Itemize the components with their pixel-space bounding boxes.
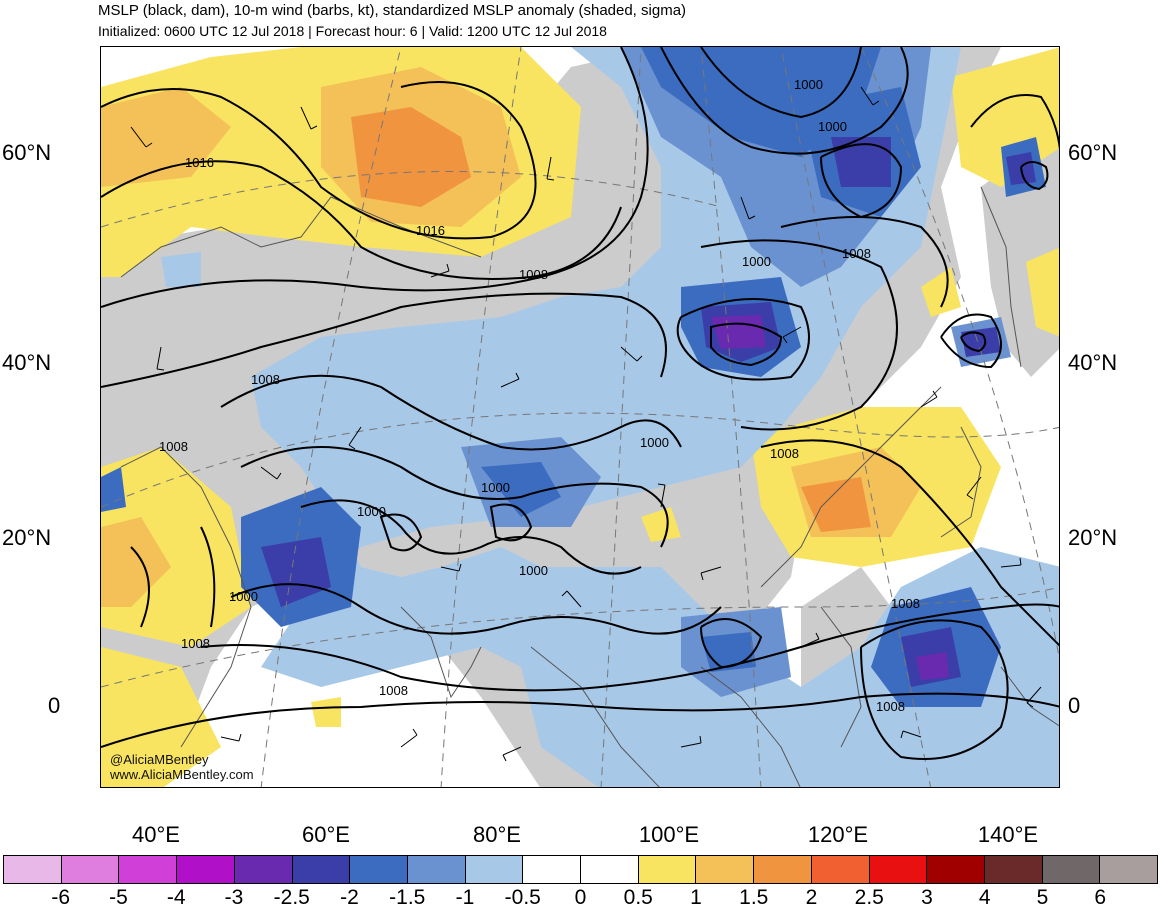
colorbar-label: -1 — [455, 886, 475, 909]
colorbar-label: 2.5 — [854, 886, 884, 909]
contour-label: 1000 — [742, 254, 771, 269]
lon-label-120e: 120°E — [807, 822, 869, 847]
wind-barbs — [130, 86, 1042, 762]
colorbar-labels: -6 -5 -4 -3 -2.5 -2 -1.5 -1 -0.5 0 0.5 1 1.5 2 2.5 3 4 5 6 — [3, 886, 1158, 912]
colorbar-label: -3 — [224, 886, 244, 909]
colorbar-segment — [177, 856, 235, 883]
contour-label: 1008 — [842, 246, 871, 261]
lat-label-right-0: 0 — [1068, 693, 1081, 718]
lat-label-left-40: 40°N — [2, 350, 52, 375]
colorbar-segment — [465, 856, 524, 883]
colorbar-segment — [927, 856, 985, 883]
lat-label-left-20: 20°N — [2, 525, 52, 550]
lon-label-140e: 140°E — [977, 822, 1039, 847]
colorbar-segment — [638, 856, 697, 883]
chart-title: MSLP (black, dam), 10-m wind (barbs, kt)… — [98, 2, 687, 19]
contour-label: 1008 — [876, 699, 905, 714]
colorbar-label: 4 — [978, 886, 991, 909]
colorbar-label: -2.5 — [273, 886, 310, 909]
contour-label: 1000 — [818, 119, 847, 134]
contour-label: 1016 — [416, 223, 445, 238]
colorbar-label: -1.5 — [389, 886, 426, 909]
colorbar-segment — [696, 856, 755, 883]
colorbar-segment — [581, 856, 639, 883]
colorbar-segment — [292, 856, 351, 883]
colorbar-label: 0.5 — [623, 886, 653, 909]
colorbar-label: 2 — [805, 886, 818, 909]
mslp-contours — [101, 47, 1059, 760]
weather-map: 1016 1016 1008 1000 1000 1008 1008 1008 … — [100, 46, 1060, 788]
colorbar-label: -6 — [51, 886, 71, 909]
contour-label: 1008 — [251, 372, 280, 387]
colorbar-label: 0 — [574, 886, 587, 909]
colorbar-segment — [119, 856, 178, 883]
colorbar-segment — [350, 856, 408, 883]
colorbar — [3, 855, 1158, 884]
colorbar-segment — [61, 856, 120, 883]
colorbar-segment — [4, 856, 62, 883]
contour-label: 1000 — [519, 563, 548, 578]
graticule — [101, 47, 1059, 787]
lon-label-40e: 40°E — [132, 822, 180, 847]
colorbar-label: -5 — [109, 886, 128, 909]
colorbar-label: 1 — [690, 886, 702, 909]
lon-label-60e: 60°E — [302, 822, 350, 847]
colorbar-label: -2 — [340, 886, 359, 909]
contour-label: 1000 — [229, 589, 258, 604]
negative-anomaly-shading — [101, 47, 1059, 787]
colorbar-segment — [407, 856, 466, 883]
lon-label-80e: 80°E — [473, 822, 521, 847]
contour-labels: 1016 1016 1008 1000 1000 1008 1008 1008 … — [159, 77, 920, 714]
colorbar-segment — [1100, 856, 1158, 883]
colorbar-segment — [234, 856, 293, 883]
lat-label-right-20: 20°N — [1068, 525, 1118, 550]
credit-handle: @AliciaMBentley — [110, 752, 209, 767]
colorbar-segment — [811, 856, 870, 883]
lat-label-right-40: 40°N — [1068, 350, 1118, 375]
map-canvas: 1016 1016 1008 1000 1000 1008 1008 1008 … — [101, 47, 1059, 787]
contour-label: 1000 — [640, 435, 669, 450]
colorbar-segment — [754, 856, 812, 883]
contour-label: 1008 — [181, 636, 210, 651]
credit-website: www.AliciaMBentley.com — [110, 767, 254, 782]
colorbar-label: -0.5 — [504, 886, 541, 909]
contour-label: 1008 — [159, 439, 188, 454]
contour-label: 1000 — [357, 504, 386, 519]
contour-label: 1000 — [481, 480, 510, 495]
lon-label-100e: 100°E — [638, 822, 700, 847]
colorbar-label: 1.5 — [739, 886, 769, 909]
contour-label: 1000 — [794, 77, 823, 92]
colorbar-segment — [523, 856, 582, 883]
chart-subtitle: Initialized: 0600 UTC 12 Jul 2018 | Fore… — [98, 23, 607, 39]
colorbar-segment — [1042, 856, 1101, 883]
contour-label: 1008 — [891, 596, 920, 611]
contour-label: 1008 — [379, 683, 408, 698]
colorbar-segment — [869, 856, 928, 883]
contour-label: 1008 — [770, 446, 799, 461]
contour-label: 1008 — [519, 267, 548, 282]
colorbar-label: 5 — [1036, 886, 1049, 909]
lat-label-right-60: 60°N — [1068, 140, 1118, 165]
contour-label: 1016 — [185, 155, 214, 170]
lat-label-left-60: 60°N — [2, 140, 52, 165]
colorbar-label: 6 — [1094, 886, 1107, 909]
colorbar-segment — [984, 856, 1043, 883]
colorbar-label: -4 — [166, 886, 186, 909]
lat-label-left-0: 0 — [48, 693, 61, 718]
colorbar-label: 3 — [921, 886, 933, 909]
